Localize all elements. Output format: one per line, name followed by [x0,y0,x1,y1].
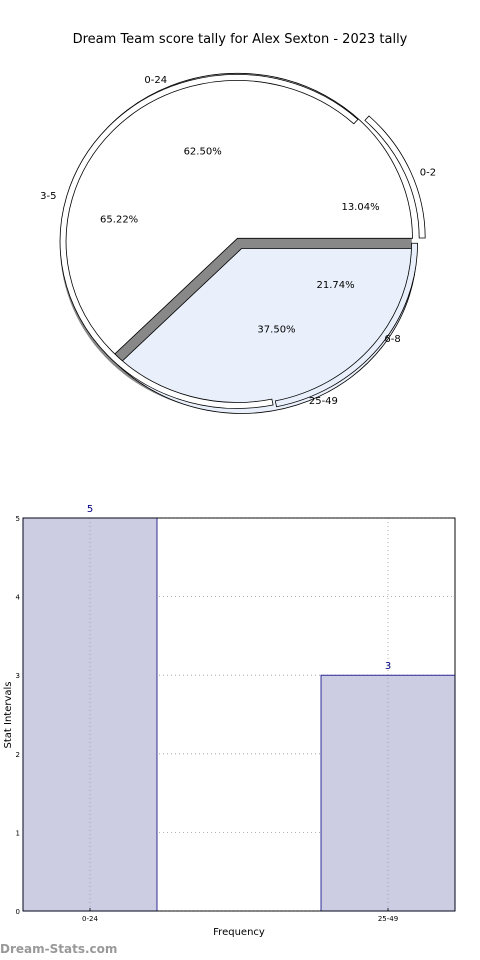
bar-value-label: 3 [385,661,391,672]
pie-inner-label: 0-2 [420,168,436,179]
pie-inner-label: 6-8 [384,334,400,345]
pie-inner-percent: 65.22% [100,214,138,225]
bar-x-tick-label: 0-24 [82,915,98,923]
pie-slice-percent: 37.50% [257,324,295,335]
pie-chart: 62.50% 0-24 37.50% 25-49 13.04% 0-2 65.22% 3-5 2… [40,72,436,414]
bar-y-tick-label: 5 [16,515,20,523]
pie-inner-percent: 13.04% [341,202,379,213]
bar-y-tick-label: 4 [16,594,21,602]
pie-inner-slice [59,74,359,409]
bar-chart: Frequency Stat Intervals 0 1 2 3 4 5 0-24 5 25-4… [3,504,456,938]
pie-slice-label: 25-49 [309,396,338,407]
bar-y-tick-label: 2 [16,751,20,759]
pie-slice [117,248,418,414]
bar-y-tick-label: 1 [16,829,20,837]
pie-inner-slice [274,242,418,408]
bar-y-tick-label: 3 [16,672,20,680]
pie-inner-slice [364,115,426,239]
watermark-text: Dream-Stats.com [0,942,118,956]
bar-y-tick-label: 0 [16,908,20,916]
pie-slice-percent: 62.50% [184,146,222,157]
bar-y-axis-label: Stat Intervals [3,681,14,748]
pie-inner-percent: 21.74% [317,280,355,291]
bar-value-label: 5 [87,504,93,515]
pie-inner-label: 3-5 [40,191,56,202]
bar-x-axis-label: Frequency [213,927,265,938]
bar-frame [22,517,456,912]
pie-slice-label: 0-24 [144,75,167,86]
pie-title: Dream Team score tally for Alex Sexton -… [73,32,408,47]
bar-x-tick-label: 25-49 [378,915,398,923]
